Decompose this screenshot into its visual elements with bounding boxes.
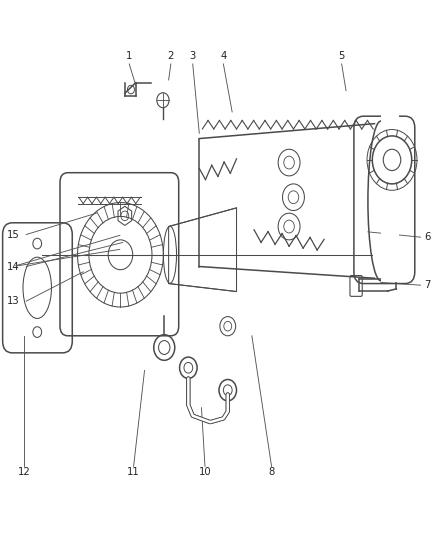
Text: 13: 13 bbox=[7, 296, 19, 306]
Text: 3: 3 bbox=[190, 51, 196, 61]
Text: 8: 8 bbox=[268, 467, 275, 477]
Text: 10: 10 bbox=[199, 467, 211, 477]
Text: 2: 2 bbox=[168, 51, 174, 61]
Text: 1: 1 bbox=[126, 51, 132, 61]
Text: 14: 14 bbox=[7, 262, 19, 271]
Text: 7: 7 bbox=[424, 280, 430, 290]
Bar bbox=[381, 112, 399, 282]
Text: 4: 4 bbox=[220, 51, 226, 61]
Text: 12: 12 bbox=[18, 467, 31, 477]
Text: 5: 5 bbox=[339, 51, 345, 61]
Text: 6: 6 bbox=[424, 232, 430, 242]
Text: 15: 15 bbox=[7, 230, 20, 239]
Text: 11: 11 bbox=[127, 467, 140, 477]
